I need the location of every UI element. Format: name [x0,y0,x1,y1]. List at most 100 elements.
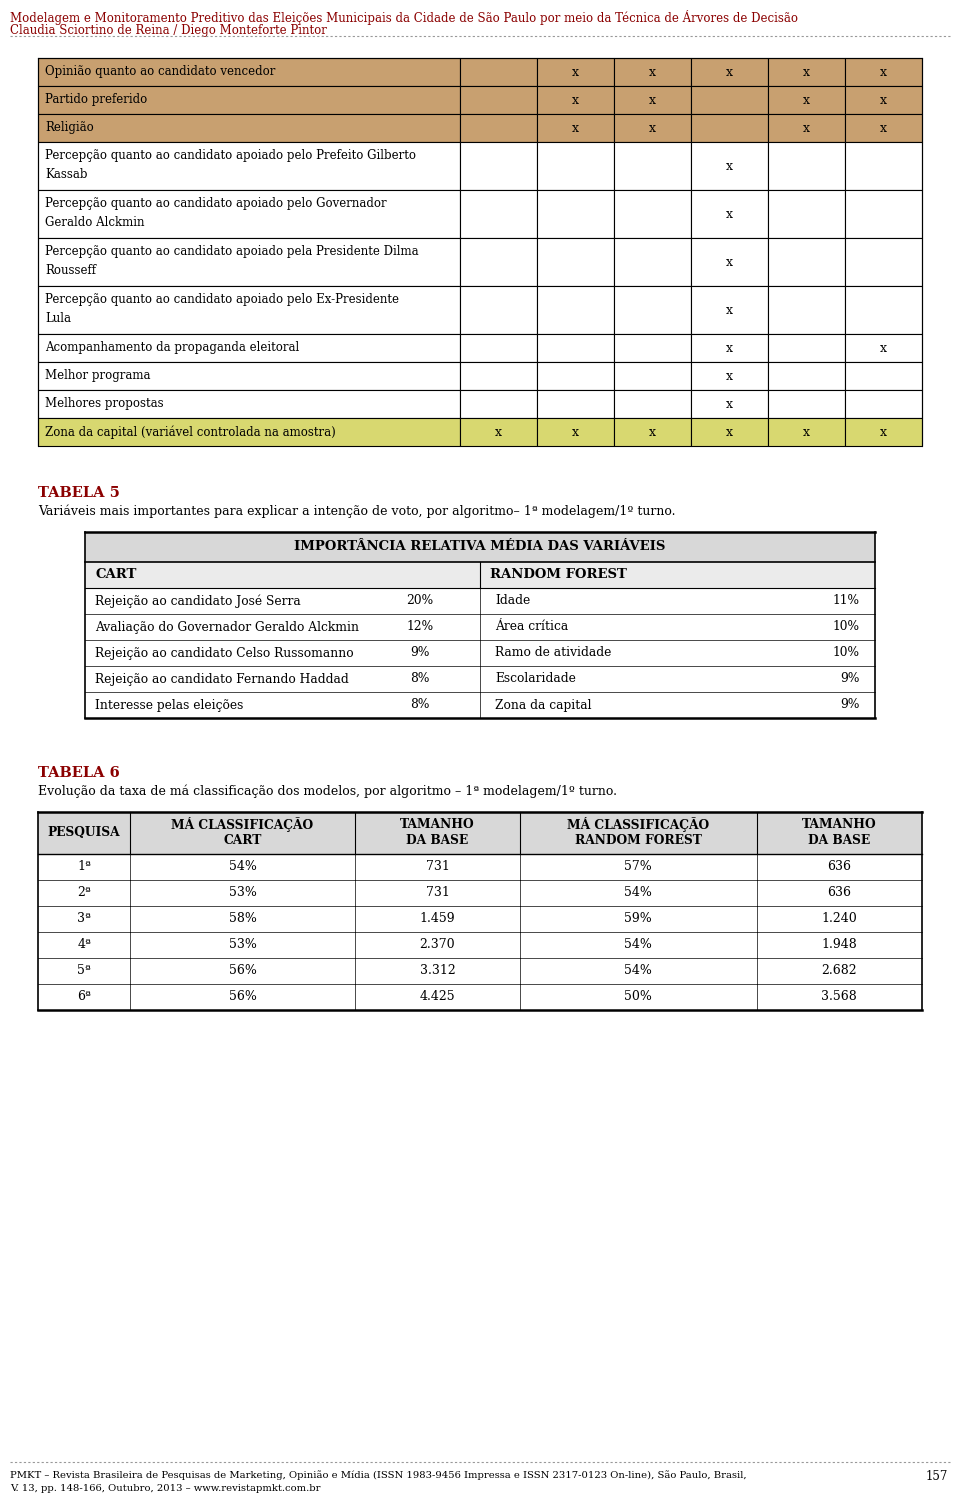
Bar [768,86,845,115]
Bar [38,362,460,390]
Text: Kassab: Kassab [45,169,87,181]
Bar [614,57,691,86]
Bar [614,390,691,417]
Text: x: x [572,122,579,134]
Text: PMKT – Revista Brasileira de Pesquisas de Marketing, Opinião e Mídia (ISSN 1983-: PMKT – Revista Brasileira de Pesquisas d… [10,1469,747,1480]
Text: Escolaridade: Escolaridade [495,672,576,686]
Bar [537,238,614,286]
Text: 54%: 54% [624,964,652,978]
Text: 53%: 53% [228,886,256,900]
Text: 11%: 11% [833,594,860,607]
Text: 54%: 54% [624,886,652,900]
Bar [38,880,922,906]
Bar [537,335,614,362]
Bar [460,86,537,115]
Text: 56%: 56% [228,990,256,1004]
Text: MÁ CLASSIFICAÇÃO: MÁ CLASSIFICAÇÃO [172,817,314,832]
Text: 2.370: 2.370 [420,939,455,951]
Bar [845,335,922,362]
Text: x: x [803,425,810,439]
Bar [537,86,614,115]
Bar [768,115,845,142]
Bar [537,362,614,390]
Text: CART: CART [224,835,262,847]
Text: x: x [880,93,887,107]
Text: 636: 636 [828,860,852,874]
Text: TAMANHO: TAMANHO [802,818,876,832]
Text: x: x [649,425,656,439]
Bar [691,362,768,390]
Bar [845,362,922,390]
Bar [38,142,460,190]
Text: 10%: 10% [833,647,860,660]
Bar [614,335,691,362]
Text: 3ª: 3ª [77,913,91,925]
Bar [768,190,845,238]
Text: Melhor programa: Melhor programa [45,369,151,383]
Bar [38,931,922,958]
Bar [537,190,614,238]
Text: Claudia Sciortino de Reina / Diego Monteforte Pintor: Claudia Sciortino de Reina / Diego Monte… [10,24,326,38]
Text: x: x [649,122,656,134]
Text: 54%: 54% [228,860,256,874]
Text: 9%: 9% [410,647,430,660]
Text: 1.948: 1.948 [822,939,857,951]
Bar [460,390,537,417]
Bar [845,417,922,446]
Text: RANDOM FOREST: RANDOM FOREST [490,568,627,582]
Bar [614,86,691,115]
Text: 54%: 54% [624,939,652,951]
Bar [691,417,768,446]
Bar [691,86,768,115]
Text: 1ª: 1ª [77,860,91,874]
Text: x: x [726,256,733,268]
Bar [460,286,537,335]
Text: 20%: 20% [406,594,434,607]
Text: 8%: 8% [410,672,430,686]
Text: PESQUISA: PESQUISA [48,826,120,839]
Text: 8%: 8% [410,699,430,711]
Bar [768,417,845,446]
Text: Percepção quanto ao candidato apoiado pelo Ex-Presidente: Percepção quanto ao candidato apoiado pe… [45,292,399,306]
Bar [38,57,460,86]
Text: Rejeição ao candidato José Serra: Rejeição ao candidato José Serra [95,594,300,607]
Text: Evolução da taxa de má classificação dos modelos, por algoritmo – 1ª modelagem/1: Evolução da taxa de má classificação dos… [38,784,617,797]
Text: x: x [649,65,656,78]
Bar [614,115,691,142]
Text: 2.682: 2.682 [822,964,857,978]
Text: x: x [880,342,887,354]
Text: x: x [880,65,887,78]
Text: Melhores propostas: Melhores propostas [45,398,163,410]
Text: Modelagem e Monitoramento Preditivo das Eleições Municipais da Cidade de São Pau: Modelagem e Monitoramento Preditivo das … [10,11,798,26]
Text: Variáveis mais importantes para explicar a intenção de voto, por algoritmo– 1ª m: Variáveis mais importantes para explicar… [38,503,676,517]
Bar [537,390,614,417]
Text: x: x [726,369,733,383]
Text: Opinião quanto ao candidato vencedor: Opinião quanto ao candidato vencedor [45,65,276,78]
Bar [691,57,768,86]
Bar [38,984,922,1010]
Text: 9%: 9% [841,699,860,711]
Text: TABELA 6: TABELA 6 [38,766,120,781]
Bar [845,57,922,86]
Bar [38,906,922,931]
Bar [614,362,691,390]
Bar [537,417,614,446]
Bar [38,390,460,417]
Bar [460,115,537,142]
Bar [460,190,537,238]
Text: 10%: 10% [833,621,860,633]
Bar [460,57,537,86]
Bar [614,238,691,286]
Text: x: x [880,122,887,134]
Text: x: x [880,425,887,439]
Bar [38,86,460,115]
Bar [614,286,691,335]
Bar [38,854,922,880]
Bar [768,238,845,286]
Text: x: x [726,208,733,220]
Bar [38,335,460,362]
Text: x: x [726,303,733,316]
Bar [614,417,691,446]
Text: Acompanhamento da propaganda eleitoral: Acompanhamento da propaganda eleitoral [45,342,300,354]
Text: 9%: 9% [841,672,860,686]
